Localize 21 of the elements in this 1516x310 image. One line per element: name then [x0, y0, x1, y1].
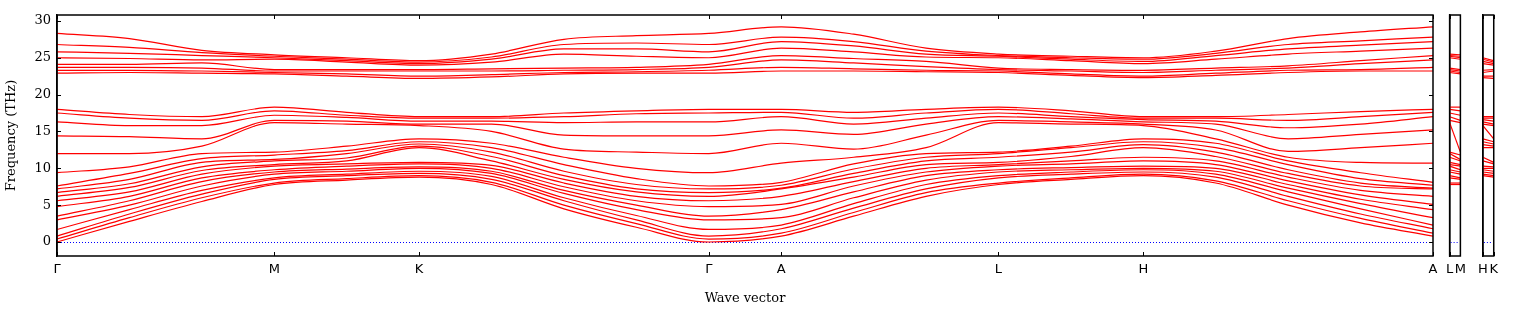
y-tick-label: 10	[34, 159, 51, 175]
x-axis-title: Wave vector	[704, 289, 787, 305]
x-tick-label: K	[1489, 261, 1499, 277]
y-tick-label: 25	[34, 49, 51, 65]
y-tick-label: 5	[42, 196, 51, 212]
y-axis-title: Frequency (THz)	[3, 79, 19, 192]
x-tick-label: H	[1138, 261, 1149, 277]
x-tick-label: Γ	[705, 261, 714, 277]
x-tick-label: H	[1478, 261, 1488, 277]
x-tick-label: A	[1428, 261, 1438, 277]
y-tick-label: 15	[34, 122, 51, 138]
x-tick-label: K	[414, 261, 424, 277]
y-tick-label: 0	[42, 233, 51, 249]
x-tick-label: Γ	[53, 261, 62, 277]
y-tick-label: 30	[34, 12, 51, 28]
x-tick-label: L	[994, 261, 1003, 277]
x-tick-label: A	[776, 261, 786, 277]
y-tick-label: 20	[34, 85, 51, 101]
x-tick-label: M	[1454, 261, 1466, 277]
x-tick-label: M	[268, 261, 280, 277]
x-tick-label: L	[1446, 261, 1454, 277]
